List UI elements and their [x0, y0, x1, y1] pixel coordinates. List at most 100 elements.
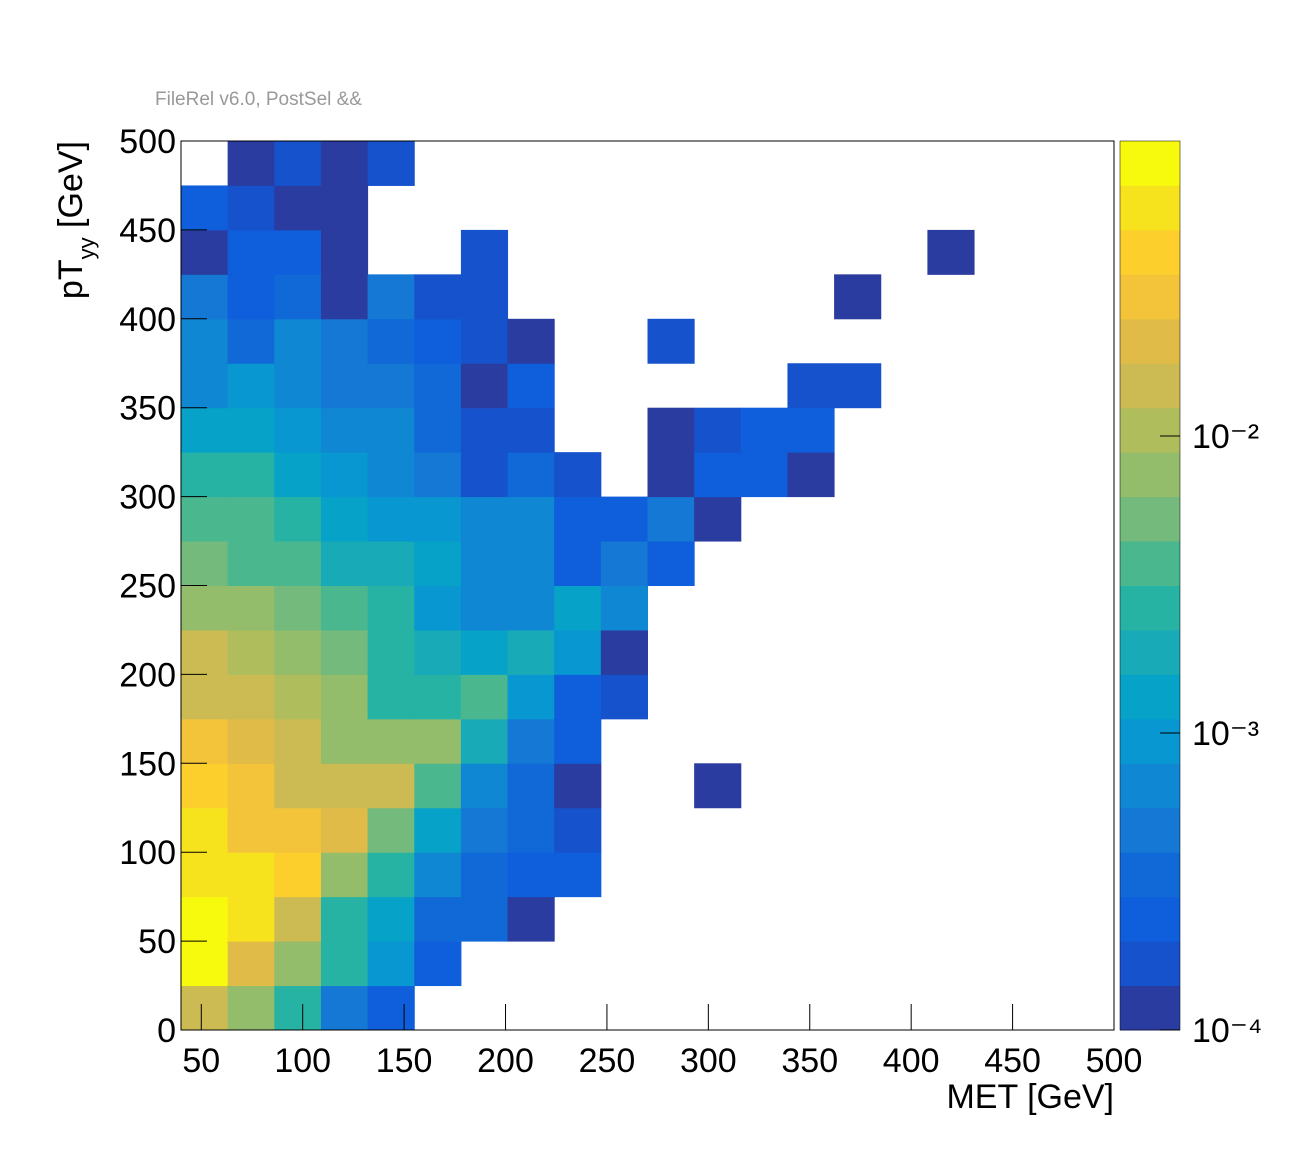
heatmap-cell [227, 185, 275, 231]
heatmap-cell [694, 496, 742, 542]
heatmap-cell [507, 852, 555, 898]
x-tick-label: 250 [579, 1042, 636, 1080]
heatmap-cell [181, 896, 229, 942]
heatmap-cell [460, 318, 509, 364]
heatmap-cell [647, 452, 695, 498]
heatmap-cell [367, 541, 415, 586]
heatmap-cell [320, 185, 369, 231]
heatmap-cell [507, 407, 555, 453]
heatmap-cell [274, 452, 322, 498]
heatmap-cell [274, 407, 322, 453]
heatmap-cell [274, 985, 322, 1031]
heatmap-cell [414, 407, 462, 453]
heatmap-cell [367, 363, 415, 409]
heatmap-cell [320, 585, 369, 631]
heatmap-cell [554, 541, 602, 586]
heatmap-cell [227, 363, 275, 409]
heatmap-cell [414, 674, 462, 720]
heatmap-cell [367, 274, 415, 320]
colorbar-band [1120, 229, 1180, 275]
heatmap-cell [507, 718, 555, 764]
heatmap-cell [227, 541, 275, 586]
heatmap-cell [181, 807, 229, 853]
x-tick-label: 450 [984, 1042, 1041, 1080]
heatmap-cell [367, 585, 415, 631]
heatmap-cell [181, 629, 229, 675]
heatmap-cell [414, 585, 462, 631]
heatmap-cell [507, 629, 555, 675]
heatmap-cell [274, 674, 322, 720]
heatmap-cell [647, 407, 695, 453]
colorbar-band [1120, 585, 1180, 631]
heatmap-cell [460, 807, 509, 853]
heatmap-cell [227, 452, 275, 498]
heatmap-cell [320, 141, 369, 186]
x-tick-label: 100 [274, 1042, 331, 1080]
heatmap-cell [181, 363, 229, 409]
heatmap-cell [554, 852, 602, 898]
heatmap-cell [414, 496, 462, 542]
heatmap-cell [274, 496, 322, 542]
heatmap-cell [320, 896, 369, 942]
heatmap-cell [647, 496, 695, 542]
heatmap-cell [320, 541, 369, 586]
heatmap-cell [367, 852, 415, 898]
heatmap-cell [507, 318, 555, 364]
heatmap-cell [181, 852, 229, 898]
colorbar-band [1120, 763, 1180, 809]
colorbar-band [1120, 185, 1180, 231]
heatmap-cell [367, 985, 415, 1031]
heatmap-cell [460, 852, 509, 898]
heatmap-cell [320, 807, 369, 853]
heatmap-cell [320, 229, 369, 275]
heatmap-cell [227, 674, 275, 720]
heatmap-cell [507, 674, 555, 720]
heatmap-cell [320, 318, 369, 364]
y-tick-label: 50 [138, 923, 176, 961]
heatmap-cell [274, 807, 322, 853]
x-tick-label: 400 [883, 1042, 940, 1080]
heatmap-cell [367, 763, 415, 809]
heatmap-cell [694, 407, 742, 453]
y-label-sub: yy [74, 237, 99, 259]
heatmap-cell [460, 407, 509, 453]
y-tick-label: 150 [119, 745, 176, 783]
heatmap-cell [274, 585, 322, 631]
colorbar-tick-label: 10⁻³ [1192, 715, 1259, 753]
x-tick-label: 200 [477, 1042, 534, 1080]
heatmap-cell [181, 229, 229, 275]
heatmap-cell [507, 452, 555, 498]
colorbar-band [1120, 274, 1180, 320]
heatmap-cell [274, 763, 322, 809]
heatmap-cell [181, 185, 229, 231]
heatmap-cell [507, 896, 555, 942]
heatmap-cell [694, 763, 742, 809]
heatmap-cell [274, 274, 322, 320]
heatmap-cell [320, 452, 369, 498]
heatmap-cell [274, 941, 322, 987]
heatmap-cell [647, 541, 695, 586]
heatmap-cell [274, 541, 322, 586]
heatmap-cell [740, 407, 788, 453]
heatmap-cell [181, 763, 229, 809]
heatmap-cell [320, 674, 369, 720]
y-label-space [52, 228, 90, 237]
heatmap-cell [227, 941, 275, 987]
heatmap-cell [181, 674, 229, 720]
heatmap-cell [227, 318, 275, 364]
heatmap-cell [367, 807, 415, 853]
heatmap-cell [367, 407, 415, 453]
heatmap-cell [460, 229, 509, 275]
x-tick-label: 350 [781, 1042, 838, 1080]
y-tick-label: 0 [157, 1012, 176, 1050]
heatmap-cell [227, 718, 275, 764]
x-tick-label: 50 [182, 1042, 220, 1080]
heatmap-cell [320, 763, 369, 809]
heatmap-cell [414, 852, 462, 898]
heatmap-cell [414, 274, 462, 320]
heatmap-cell [181, 541, 229, 586]
colorbar-band [1120, 452, 1180, 498]
heatmap-cell [274, 718, 322, 764]
heatmap-cell [181, 585, 229, 631]
